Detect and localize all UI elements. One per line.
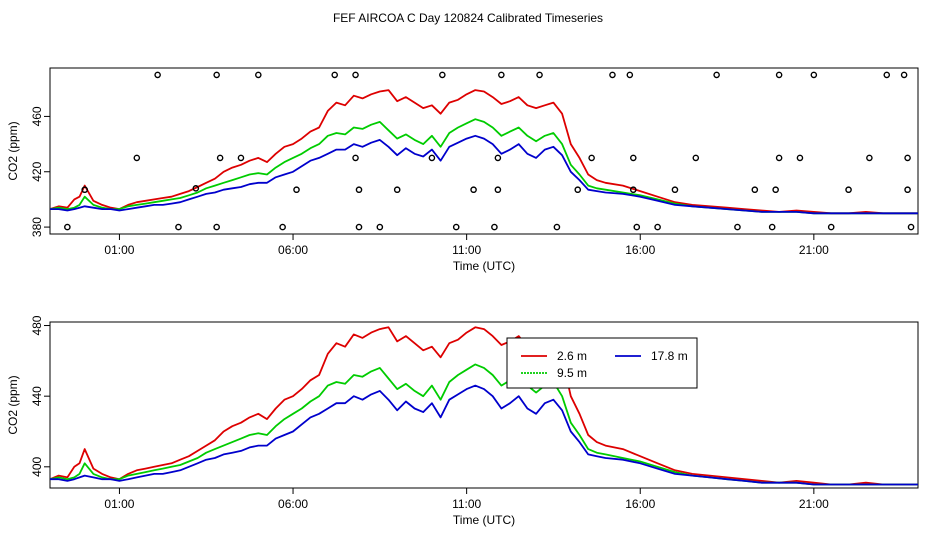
flag-marker [81,186,89,194]
flag-marker [626,71,634,79]
flag-marker [491,223,498,231]
flag-marker [279,223,286,231]
y-tick-label: 460 [30,106,44,126]
flag-marker [654,223,661,231]
x-tick-label: 01:00 [104,243,134,257]
series-line-9-5-m [50,363,918,486]
flag-marker [775,154,783,162]
x-tick-label: 21:00 [799,497,829,511]
x-tick-label: 01:00 [104,497,134,511]
flag-marker [883,71,891,79]
flag-marker [609,71,616,79]
flag-marker [536,71,543,79]
flag-marker [772,186,779,194]
x-tick-label: 06:00 [278,497,308,511]
figure-title: FEF AIRCOA C Day 120824 Calibrated Times… [333,11,603,25]
y-tick-label: 380 [30,217,44,237]
flag-marker [355,186,363,194]
flag-marker [154,71,161,79]
series-line-17-8-m [50,384,918,486]
x-tick-label: 21:00 [799,243,829,257]
flag-marker [907,223,915,231]
x-tick-label: 16:00 [625,497,655,511]
legend-label: 2.6 m [557,349,587,363]
plot-area [50,89,918,215]
flag-marker [237,154,245,162]
flag-marker [192,185,200,192]
plot-frame [49,321,919,489]
plot-frame [49,67,919,235]
flag-marker [768,223,776,231]
flag-marker [393,186,401,194]
flag-marker [629,186,637,194]
panel-bottom: 01:00 06:00 11:00 16:00 21:00 Time (UTC) 400 44… [6,315,919,527]
flag-marker [633,223,641,231]
flag-marker [866,154,873,162]
flag-marker [428,154,436,162]
flag-marker [175,223,182,231]
legend-box [506,337,698,389]
flag-marker [293,186,300,194]
flag-marker [255,71,262,79]
flag-marker [439,71,446,79]
flag-marker [133,154,141,162]
legend-label: 9.5 m [557,366,587,380]
legend-label: 17.8 m [651,349,688,363]
flag-marker [331,71,339,79]
flag-marker [213,71,220,79]
flag-marker [904,186,911,194]
flag-marker [376,223,384,231]
x-tick-label: 06:00 [278,243,308,257]
panel-top: 01:00 06:00 11:00 16:00 21:00 Time (UTC) 380 42… [6,67,919,273]
flag-marker [588,154,595,162]
x-tick-label: 11:00 [452,497,481,511]
flag-marker [494,186,502,194]
y-axis-label: CO2 (ppm) [6,121,20,180]
plot-area [50,326,918,486]
x-axis-label: Time (UTC) [453,513,515,527]
flag-marker [553,223,561,231]
y-tick-label: 440 [30,386,44,406]
series-line-2-6-m [50,89,918,215]
flag-marker [904,154,911,162]
y-tick-label: 420 [30,161,44,181]
flag-marker [751,186,759,194]
flag-marker [671,186,679,194]
flag-marker [216,154,224,162]
flag-marker [352,71,359,79]
series-line-17-8-m [50,134,918,215]
flag-marker [796,154,804,162]
flag-marker [629,154,637,162]
flag-marker [810,71,818,79]
flag-marker [900,71,908,79]
flag-marker [845,186,852,194]
flag-marker [213,223,220,231]
flag-marker [827,223,835,231]
flag-marker [775,71,783,79]
y-axis-label: CO2 (ppm) [6,375,20,434]
flag-marker [494,154,502,162]
y-tick-label: 480 [30,315,44,335]
flag-marker [713,71,720,79]
x-tick-label: 16:00 [625,243,655,257]
flag-marker [355,223,363,231]
x-tick-label: 11:00 [452,243,481,257]
flag-marker [352,154,359,162]
flag-marker [574,186,582,194]
series-line-2-6-m [50,326,918,486]
flag-marker [498,71,505,79]
series-line-9-5-m [50,118,918,215]
flag-marker [470,186,477,194]
x-axis-label: Time (UTC) [453,259,515,273]
flag-marker [734,223,741,231]
flag-marker [452,223,460,231]
y-tick-label: 400 [30,456,44,476]
flag-marker [64,223,71,231]
flag-marker [692,154,700,162]
